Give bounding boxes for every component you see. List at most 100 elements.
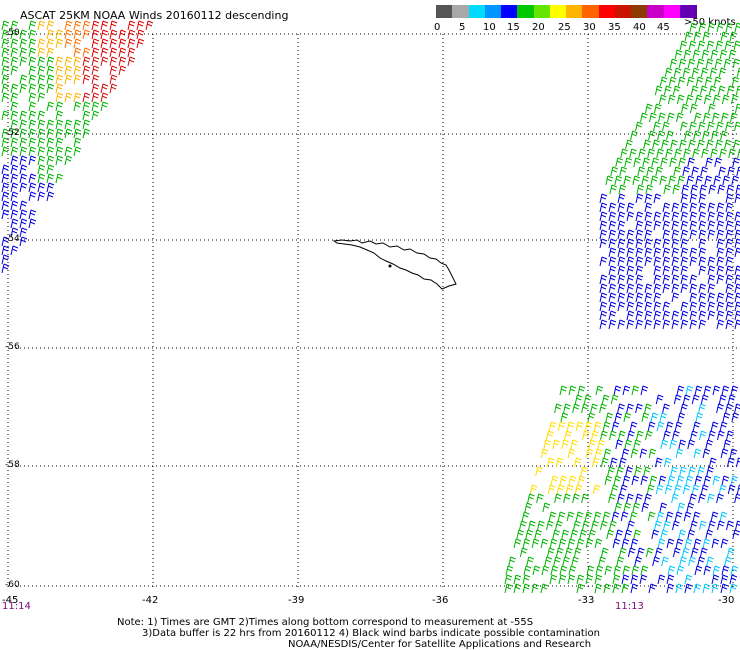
- wind-barb: [91, 20, 100, 31]
- wind-barb: [145, 20, 154, 31]
- wind-barb: [665, 148, 673, 159]
- wind-barb: [684, 574, 693, 585]
- wind-barb: [100, 47, 109, 58]
- wind-barb: [707, 220, 716, 231]
- wind-barb: [663, 457, 672, 468]
- wind-barb: [118, 47, 127, 58]
- wind-barb: [608, 238, 617, 249]
- wind-barb: [658, 475, 667, 486]
- lon-label: -36: [432, 595, 449, 606]
- wind-barb: [540, 583, 549, 594]
- wind-barb: [712, 94, 721, 105]
- wind-barb: [648, 130, 656, 141]
- wind-barb: [716, 121, 724, 132]
- wind-barb: [715, 40, 724, 51]
- wind-barb: [109, 83, 118, 94]
- wind-barb: [599, 310, 608, 321]
- wind-barb: [19, 173, 28, 184]
- wind-barb: [653, 310, 662, 321]
- wind-barb: [653, 121, 661, 132]
- wind-barb: [1, 200, 10, 211]
- wind-barb: [82, 92, 91, 103]
- wind-barb: [570, 439, 578, 450]
- wind-barb: [28, 173, 37, 184]
- wind-barb: [733, 139, 740, 150]
- wind-barb: [73, 47, 82, 58]
- wind-barb: [600, 430, 608, 441]
- wind-barb: [10, 191, 19, 202]
- wind-barb: [531, 583, 540, 594]
- wind-barb: [653, 238, 662, 249]
- wind-barb: [644, 211, 653, 222]
- wind-barb: [621, 583, 630, 594]
- wind-barb: [729, 31, 738, 42]
- wind-barb: [631, 565, 640, 576]
- wind-barb: [718, 484, 727, 495]
- wind-barb: [10, 110, 19, 121]
- wind-barb: [599, 292, 608, 303]
- wind-barb: [735, 457, 740, 468]
- wind-barb: [662, 211, 671, 222]
- wind-barb: [631, 475, 640, 486]
- wind-barb: [553, 556, 561, 567]
- wind-barb: [571, 556, 579, 567]
- wind-barb: [19, 164, 28, 175]
- lat-label: -56: [5, 342, 20, 352]
- wind-barb: [651, 157, 659, 168]
- wind-barb: [680, 103, 689, 114]
- wind-barb: [46, 191, 55, 202]
- wind-barb: [692, 421, 701, 432]
- wind-barb: [1, 182, 10, 193]
- wind-barb: [37, 38, 46, 49]
- wind-barb: [567, 448, 576, 459]
- wind-barb: [631, 385, 640, 396]
- wind-barb: [712, 385, 721, 396]
- wind-barb: [662, 247, 671, 258]
- wind-barb: [37, 92, 46, 103]
- wind-barb: [559, 385, 568, 396]
- wind-barb: [672, 547, 681, 558]
- legend-units: >50 knots: [684, 17, 736, 28]
- wind-barb: [610, 166, 618, 177]
- wind-barb: [655, 166, 663, 177]
- wind-barb: [608, 220, 617, 231]
- wind-barb: [726, 520, 734, 531]
- wind-barb: [623, 502, 632, 513]
- wind-barb: [702, 538, 711, 549]
- wind-barb: [652, 139, 660, 150]
- wind-barb: [645, 547, 654, 558]
- wind-barb: [529, 484, 538, 495]
- wind-barb: [716, 211, 725, 222]
- wind-barb: [695, 412, 704, 423]
- wind-barb: [689, 274, 698, 285]
- wind-barb: [550, 475, 559, 486]
- wind-barb: [689, 220, 698, 231]
- wind-barb: [681, 184, 690, 195]
- wind-barb: [698, 319, 707, 330]
- wind-barb: [716, 238, 725, 249]
- wind-barb: [558, 538, 567, 549]
- wind-barb: [544, 556, 552, 567]
- wind-barb: [700, 166, 708, 177]
- wind-barb: [109, 47, 118, 58]
- wind-barb: [703, 112, 711, 123]
- wind-barb: [716, 247, 725, 258]
- wind-barb: [526, 556, 534, 567]
- wind-barb: [625, 139, 633, 150]
- wind-barb: [64, 65, 73, 76]
- wind-barb: [644, 256, 653, 267]
- wind-barb: [568, 385, 577, 396]
- note-line: 3)Data buffer is 22 hrs from 20160112 4)…: [142, 628, 600, 639]
- wind-barb: [647, 511, 656, 522]
- wind-barb: [599, 193, 608, 204]
- wind-barb: [731, 412, 740, 423]
- wind-barb: [46, 173, 55, 184]
- wind-barb: [608, 211, 617, 222]
- wind-barb: [716, 274, 725, 285]
- wind-barb: [109, 65, 118, 76]
- wind-barb: [673, 67, 682, 78]
- wind-barb: [10, 56, 19, 67]
- wind-barb: [725, 22, 734, 33]
- wind-barb: [698, 247, 707, 258]
- wind-barb: [644, 292, 653, 303]
